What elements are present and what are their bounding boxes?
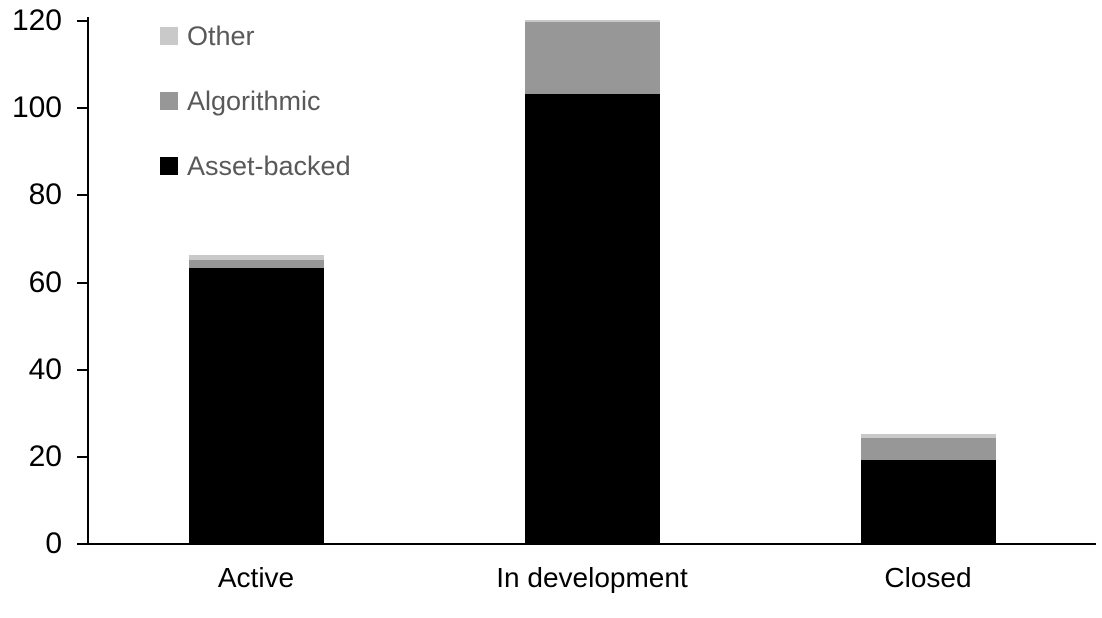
bar-segment-other-active	[188, 255, 324, 260]
y-axis-tick-label: 80	[28, 178, 62, 212]
y-axis-tick	[77, 20, 87, 22]
y-axis-tick-label: 40	[28, 352, 62, 386]
legend-item-asset-backed: Asset-backed	[160, 152, 351, 179]
y-axis-tick	[77, 107, 87, 110]
y-axis-tick-label: 120	[11, 4, 62, 37]
x-axis-line	[87, 543, 1096, 545]
y-axis-tick	[77, 368, 87, 371]
bar-segment-algorithmic-in-development	[524, 22, 660, 95]
y-axis-tick	[77, 455, 87, 458]
y-axis-tick-label: 20	[28, 439, 62, 473]
legend: Other Algorithmic Asset-backed	[160, 22, 351, 221]
legend-label: Asset-backed	[187, 150, 351, 181]
bar-segment-asset-backed-active	[188, 268, 324, 543]
bar-segment-other-closed	[860, 434, 996, 439]
y-axis-tick-label: 0	[45, 527, 62, 560]
legend-swatch-icon	[160, 157, 178, 175]
y-axis-tick	[77, 543, 87, 545]
legend-swatch-icon	[160, 27, 178, 45]
x-axis-category-label: Closed	[884, 562, 972, 593]
legend-item-algorithmic: Algorithmic	[160, 87, 351, 114]
bar-segment-algorithmic-closed	[860, 438, 996, 461]
bar-segment-asset-backed-closed	[860, 460, 996, 543]
y-axis-tick	[77, 281, 87, 284]
y-axis-tick	[77, 194, 87, 197]
bar-segment-asset-backed-in-development	[524, 94, 660, 543]
legend-item-other: Other	[160, 22, 351, 49]
bar-segment-algorithmic-active	[188, 259, 324, 269]
x-axis-category-label: Active	[217, 562, 295, 593]
legend-swatch-icon	[160, 92, 178, 110]
legend-label: Algorithmic	[187, 85, 321, 116]
x-axis-category-label: In development	[496, 562, 688, 593]
y-axis-tick-label: 60	[28, 265, 62, 299]
legend-label: Other	[187, 20, 255, 51]
y-axis-line	[87, 17, 89, 545]
y-axis-tick-label: 100	[11, 91, 62, 125]
bar-segment-other-in-development	[524, 20, 660, 23]
